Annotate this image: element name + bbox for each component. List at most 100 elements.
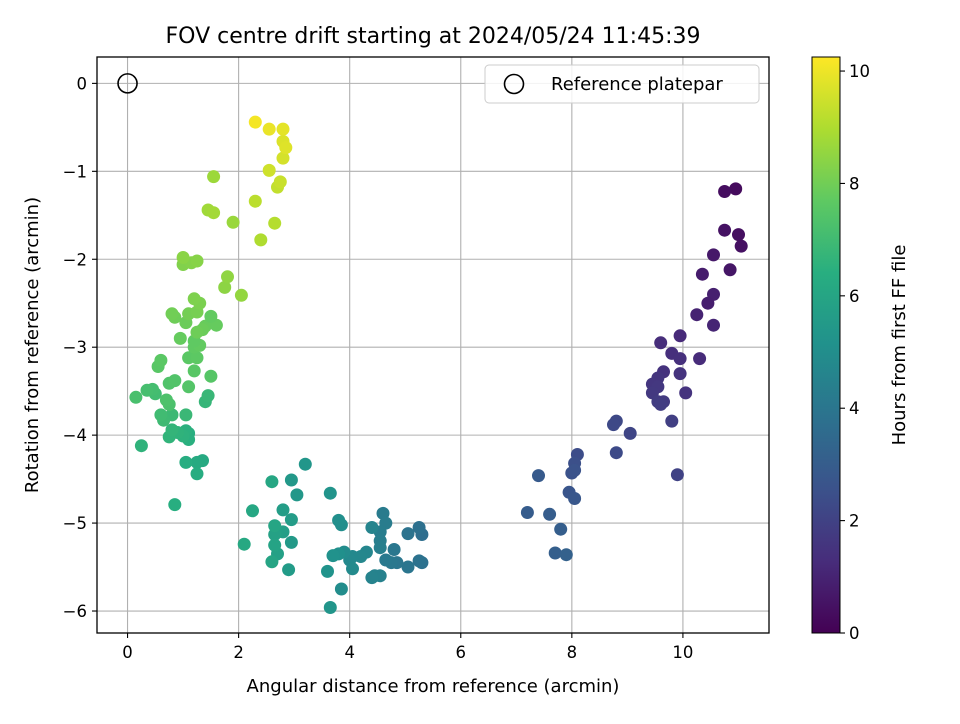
data-point	[176, 251, 190, 264]
data-point	[554, 522, 568, 536]
data-point	[190, 467, 204, 481]
colorbar-ticks: 0 2 4 6 8 10	[840, 62, 870, 643]
data-point	[559, 548, 573, 562]
data-point	[140, 383, 154, 397]
data-point	[221, 270, 234, 284]
data-point	[298, 457, 312, 471]
data-point	[568, 463, 582, 477]
data-point	[129, 390, 143, 404]
data-point	[284, 535, 298, 549]
x-tick-label: 2	[233, 643, 244, 662]
data-point	[673, 352, 687, 366]
legend-box	[484, 64, 760, 104]
data-point	[290, 488, 304, 502]
data-point	[607, 418, 620, 432]
y-tick-label: 0	[77, 74, 88, 93]
data-point	[401, 560, 415, 574]
data-point	[654, 336, 668, 350]
data-point	[321, 564, 334, 578]
data-point	[323, 601, 337, 614]
data-point	[246, 504, 259, 518]
data-point	[568, 492, 582, 505]
data-point	[654, 397, 668, 411]
y-tick-label: −6	[63, 602, 87, 621]
data-point	[548, 546, 562, 560]
y-tick-label: −5	[63, 514, 87, 533]
data-point	[134, 439, 148, 453]
data-point	[276, 503, 290, 517]
data-point	[379, 553, 393, 567]
data-point	[346, 562, 359, 576]
data-point	[204, 309, 218, 323]
data-point	[207, 170, 221, 184]
data-point	[265, 475, 279, 489]
data-point	[373, 541, 387, 555]
data-point	[173, 331, 187, 345]
data-point	[262, 163, 276, 177]
data-point	[365, 521, 379, 534]
legend-marker-icon	[503, 73, 525, 95]
data-point	[248, 194, 262, 208]
data-point	[237, 537, 251, 551]
data-point	[623, 426, 637, 440]
data-point	[268, 538, 282, 552]
data-point	[268, 519, 282, 533]
data-point	[412, 554, 426, 568]
colorbar-tick-label: 2	[849, 512, 860, 531]
data-point	[179, 455, 193, 469]
data-point	[673, 367, 687, 381]
data-point	[284, 513, 298, 527]
data-point	[182, 380, 196, 394]
data-point	[254, 233, 268, 247]
data-point	[282, 563, 296, 577]
data-point	[207, 206, 221, 220]
data-point	[268, 216, 282, 230]
data-point	[734, 239, 748, 253]
data-point	[190, 254, 204, 268]
data-point	[179, 408, 193, 422]
data-point	[326, 549, 340, 563]
data-point	[679, 386, 693, 400]
legend: Reference platepar	[484, 64, 760, 104]
data-point	[532, 469, 545, 483]
data-point	[276, 151, 290, 165]
y-tick-label: −2	[63, 250, 87, 269]
y-axis-label: Rotation from reference (arcmin)	[22, 197, 43, 493]
legend-label: Reference platepar	[551, 74, 723, 95]
data-point	[665, 414, 679, 428]
reference-platepar-marker	[117, 73, 138, 94]
x-tick-label: 0	[122, 643, 133, 662]
data-point	[154, 353, 168, 367]
colorbar-gradient	[811, 56, 841, 634]
data-point	[732, 228, 745, 242]
data-point	[187, 364, 201, 378]
data-point	[273, 175, 287, 189]
data-point	[168, 498, 182, 512]
data-points	[129, 115, 748, 614]
data-point	[154, 408, 168, 422]
data-point	[701, 296, 715, 310]
data-point	[729, 182, 743, 196]
data-point	[190, 325, 204, 339]
data-point	[543, 507, 557, 521]
data-point	[248, 115, 262, 129]
data-point	[670, 468, 684, 482]
colorbar-tick-label: 10	[849, 62, 870, 81]
x-axis-ticks: 0 2 4 6 8 10	[122, 633, 693, 662]
data-point	[707, 318, 720, 332]
data-point	[187, 292, 201, 306]
x-tick-label: 4	[344, 643, 355, 662]
data-point	[690, 308, 704, 322]
data-point	[718, 223, 732, 237]
data-point	[218, 280, 232, 294]
data-point	[276, 122, 290, 136]
x-axis-label: Angular distance from reference (arcmin)	[247, 676, 620, 697]
data-point	[723, 263, 737, 277]
data-point	[334, 582, 348, 596]
data-point	[159, 393, 173, 407]
data-point	[718, 185, 732, 198]
y-tick-label: −3	[63, 338, 87, 357]
x-tick-label: 8	[567, 643, 578, 662]
